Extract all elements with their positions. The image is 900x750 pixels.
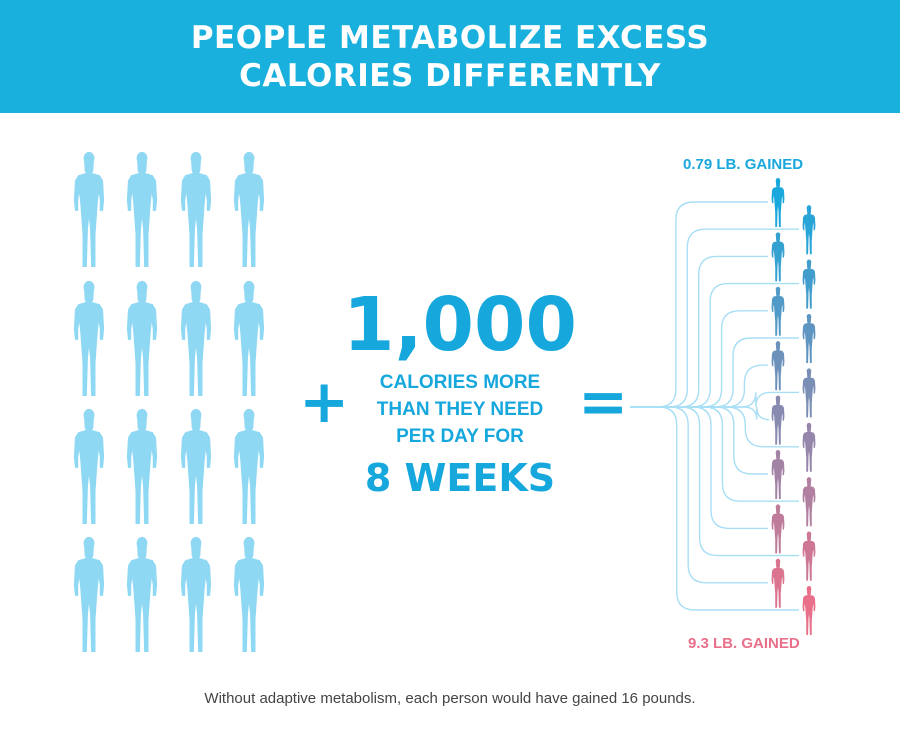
branch-line [630,364,768,408]
outcome-person-icon [771,286,785,336]
outcome-person-icon [771,558,785,608]
outcome-person-icon [771,504,785,554]
branch-line [630,406,768,530]
outcome-person-icon [771,177,785,227]
branch-line [630,228,799,408]
outcome-person-icon [771,449,785,499]
branch-line [630,406,768,584]
outcome-person-icon [802,368,816,418]
outcome-person-icon [802,585,816,635]
branch-line [630,310,768,408]
branch-line [630,406,770,421]
branch-line [630,406,799,557]
branch-line [630,406,768,475]
title-line-1: PEOPLE METABOLIZE EXCESS [190,20,710,56]
calorie-number: 1,000 [342,282,578,368]
outcome-person-icon [802,205,816,255]
outcome-person-icon [802,477,816,527]
calorie-text-line-3: PER DAY FOR [396,426,524,447]
branch-line [630,406,799,448]
outcome-person-icon [802,422,816,472]
branch-line [630,391,799,408]
gain-label-max: 9.3 LB. GAINED [688,635,800,652]
outcome-person-icon [771,395,785,445]
outcome-person-icon [802,313,816,363]
branch-line [630,406,799,502]
header-banner: PEOPLE METABOLIZE EXCESS CALORIES DIFFER… [0,0,900,113]
branch-line [630,255,768,408]
outcome-person-icon [771,232,785,282]
duration-text: 8 WEEKS [364,456,556,500]
plus-sign: + [299,367,350,437]
calorie-text-line-2: THAN THEY NEED [376,399,544,420]
calorie-text-line-1: CALORIES MORE [379,372,541,393]
footnote: Without adaptive metabolism, each person… [204,690,696,707]
gain-label-min: 0.79 LB. GAINED [683,156,804,173]
title-line-2: CALORIES DIFFERENTLY [239,58,661,94]
branch-line [630,201,768,408]
outcome-person-icon [771,341,785,391]
equals-sign: = [578,367,629,437]
outcome-person-icon [802,259,816,309]
branch-line [630,337,799,408]
branch-line [630,406,799,611]
outcome-person-icon [802,531,816,581]
branch-line [630,282,799,408]
